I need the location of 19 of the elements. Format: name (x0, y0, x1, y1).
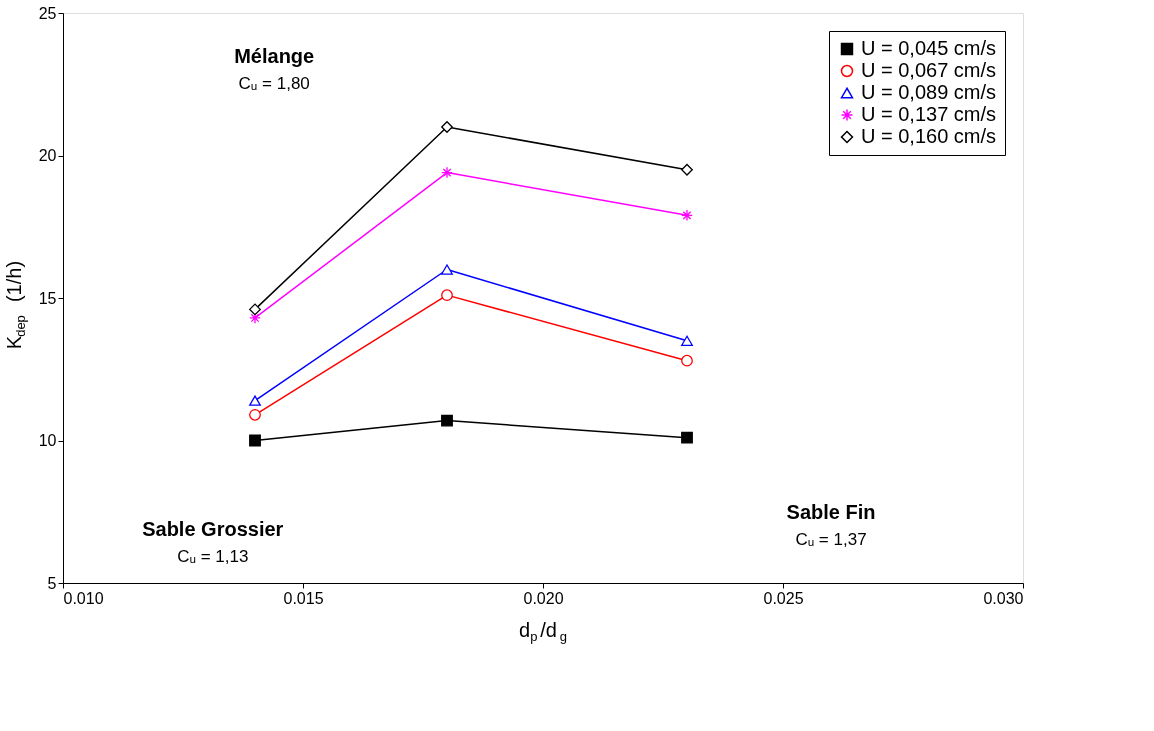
y-tick-label: 20 (38, 147, 57, 164)
legend-label: U = 0,067 cm/s (861, 59, 997, 81)
annotation: Sable Fin Cᵤ = 1,37 (786, 501, 876, 549)
annotation: Sable Grossier Cᵤ = 1,13 (142, 518, 284, 567)
y-tick-label: 15 (38, 289, 57, 307)
annotation: Mélange Cᵤ = 1,80 (234, 45, 315, 93)
legend-label: U = 0,137 cm/s (861, 103, 997, 125)
legend-label: U = 0,045 cm/s (861, 37, 997, 59)
x-tick-label: 0.025 (763, 589, 804, 607)
y-axis-title: Kdep (1/h) (3, 260, 28, 350)
legend-label: U = 0,089 cm/s (861, 81, 997, 103)
y-tick-label: 25 (38, 4, 57, 22)
y-tick-label: 10 (38, 432, 57, 449)
x-tick-label: 0.015 (283, 589, 324, 607)
x-tick-label: 0.020 (523, 589, 564, 607)
x-tick-label: 0.010 (63, 589, 104, 607)
x-tick-label: 0.030 (983, 589, 1024, 607)
y-tick-label: 5 (47, 574, 57, 592)
legend-label: U = 0,160 cm/s (861, 125, 997, 147)
